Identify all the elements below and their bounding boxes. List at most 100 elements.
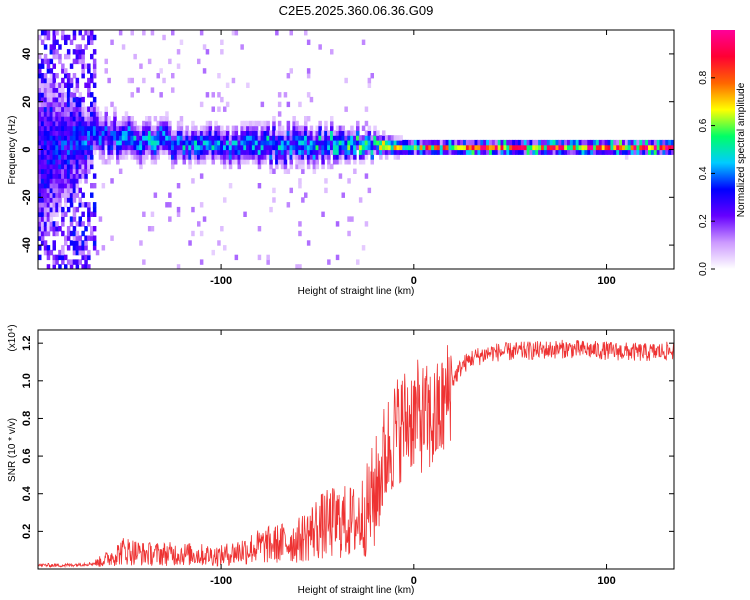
spectrogram-cell <box>40 135 45 141</box>
spectrogram-cell <box>445 149 450 155</box>
spectrogram-cell <box>165 111 169 117</box>
spectrogram-cell <box>58 183 62 189</box>
spectrogram-cell <box>66 139 71 146</box>
spectrogram-cell <box>75 144 80 151</box>
spectrogram-cell <box>275 130 279 136</box>
spectrogram-cell <box>263 144 267 151</box>
spectrogram-cell <box>75 173 80 179</box>
spectrogram-cell <box>52 159 56 165</box>
spectrogram-cell <box>75 187 80 194</box>
spectrogram-cell <box>197 149 201 155</box>
spectrogram-cell <box>379 149 383 155</box>
spectrogram-cell <box>275 163 279 170</box>
spectrogram-cell <box>558 144 562 151</box>
spectrogram-cell <box>87 254 91 261</box>
spectrogram-cell <box>52 111 56 117</box>
spectrogram-cell <box>428 139 432 146</box>
spectrogram-cell <box>251 159 256 165</box>
spectrogram-cell <box>64 254 68 261</box>
spectrogram-cell <box>64 192 68 198</box>
spectrogram-cell <box>46 226 51 232</box>
spectrogram-cell <box>269 144 273 151</box>
spectrogram-cell <box>289 139 293 146</box>
spectrogram-cell <box>292 130 296 136</box>
spectrogram-cell <box>405 144 409 151</box>
spectrogram-cell <box>78 49 82 55</box>
spectrogram-cell <box>92 120 97 127</box>
spectrogram-cell <box>220 96 224 103</box>
spectrogram-cell <box>526 149 531 155</box>
spectrogram-cell <box>168 130 172 136</box>
y-tick-label: 1.2 <box>21 336 33 351</box>
spectrogram-cell <box>344 130 348 136</box>
spectrogram-cell <box>214 149 218 155</box>
spectrogram-cell <box>176 130 181 136</box>
spectrogram-cell <box>40 173 45 179</box>
spectrogram-cell <box>494 149 499 155</box>
spectrogram-cell <box>205 120 210 127</box>
spectrogram-cell <box>75 87 80 93</box>
spectrogram-cell <box>40 120 45 127</box>
spectrogram-cell <box>84 135 88 141</box>
spectrogram-cell <box>211 139 215 146</box>
spectrogram-cell <box>254 120 259 127</box>
spectrogram-cell <box>286 139 291 146</box>
spectrogram-cell <box>156 135 160 141</box>
spectrogram-cell <box>121 125 126 131</box>
spectrogram-cell <box>98 144 103 151</box>
spectrogram-cell <box>220 226 224 232</box>
spectrogram-cell <box>49 130 54 136</box>
spectrogram-cell <box>38 73 42 79</box>
spectrogram-cell <box>408 149 412 155</box>
spectrogram-cell <box>75 249 80 256</box>
spectrogram-cell <box>214 144 218 151</box>
spectrogram-cell <box>431 144 435 151</box>
spectrogram-cell <box>38 130 42 136</box>
spectrogram-cell <box>43 120 48 127</box>
spectrogram-cell <box>272 135 276 141</box>
spectrogram-cell <box>283 139 288 146</box>
spectrogram-cell <box>87 264 91 269</box>
spectrogram-cell <box>434 149 438 155</box>
spectrogram-cell <box>46 92 51 98</box>
spectrogram-cell <box>64 163 68 170</box>
spectrogram-cell <box>243 125 247 131</box>
spectrogram-cell <box>153 192 158 198</box>
spectrogram-cell <box>338 139 343 146</box>
spectrogram-cell <box>376 149 380 155</box>
spectrogram-cell <box>298 135 302 141</box>
spectrogram-cell <box>165 125 169 131</box>
spectrogram-cell <box>90 53 94 60</box>
spectrogram-cell <box>38 187 42 194</box>
spectrogram-cell <box>153 149 158 155</box>
spectrogram-cell <box>402 144 406 151</box>
spectrogram-cell <box>84 178 88 184</box>
spectrogram-cell <box>81 192 85 198</box>
spectrogram-cell <box>121 120 126 127</box>
spectrogram-cell <box>72 139 77 146</box>
spectrogram-cell <box>263 154 267 160</box>
spectrogram-cell <box>194 125 198 131</box>
spectrogram-cell <box>668 149 672 155</box>
spectrogram-cell <box>75 221 80 227</box>
spectrogram-cell <box>58 254 62 261</box>
spectrogram-cell <box>194 154 198 160</box>
spectrogram-cell <box>223 130 227 136</box>
spectrogram-cell <box>324 178 328 184</box>
spectrogram-cell <box>46 139 51 146</box>
spectrogram-cell <box>113 139 117 146</box>
spectrogram-cell <box>87 111 91 117</box>
spectrogram-cell <box>40 226 45 232</box>
spectrogram-cell <box>133 53 137 60</box>
spectrogram-cell <box>69 163 74 170</box>
spectrogram-cell <box>90 159 94 165</box>
spectrogram-cell <box>436 139 441 146</box>
spectrogram-cell <box>176 206 181 213</box>
spectrogram-cell <box>384 149 389 155</box>
spectrogram-cell <box>110 130 114 136</box>
spectrogram-cell <box>225 139 230 146</box>
spectrogram-cell <box>304 116 308 122</box>
spectrogram-cell <box>277 139 282 146</box>
spectrogram-cell <box>376 139 380 146</box>
spectrogram-cell <box>49 87 54 93</box>
